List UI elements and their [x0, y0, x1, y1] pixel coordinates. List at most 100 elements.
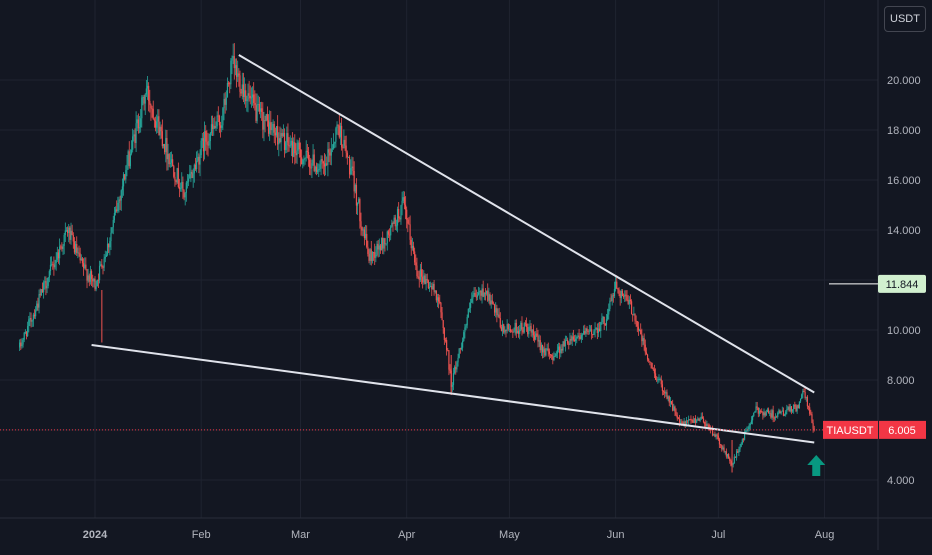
candle-body [620, 291, 622, 298]
candle-body [19, 342, 21, 348]
candle-body [804, 392, 806, 398]
candle-body [168, 154, 170, 165]
candle-body [621, 291, 624, 297]
candle-body [779, 410, 781, 414]
candle-body [351, 166, 353, 169]
x-tick-label: Jul [711, 529, 725, 541]
candle-body [813, 428, 815, 430]
candle-body [377, 243, 379, 250]
candle-body [272, 124, 274, 128]
candle-body [261, 108, 263, 112]
candle-body [580, 335, 582, 339]
candle-body [382, 237, 384, 249]
candle-body [64, 230, 66, 235]
candle-body [516, 330, 519, 334]
candle-body [761, 411, 763, 413]
candle-body [788, 407, 790, 412]
candle-body [28, 319, 30, 327]
y-tick-label: 10.000 [887, 325, 921, 337]
candle-body [551, 354, 553, 357]
marked-level-badge[interactable] [878, 274, 926, 293]
candle-body [636, 321, 638, 327]
candle-body [684, 421, 686, 426]
candle-body [690, 419, 692, 421]
candle-body [546, 348, 548, 351]
candle-body [650, 362, 652, 364]
trend-line-upper[interactable] [238, 54, 815, 394]
candle-body [20, 342, 22, 347]
candle-body [629, 299, 632, 302]
candle-body [297, 142, 299, 151]
candle-body [323, 163, 326, 167]
candle-body [184, 192, 186, 198]
candle-body [630, 301, 633, 315]
candle-body [374, 252, 376, 258]
candle-body [661, 384, 664, 391]
candle-body [537, 335, 539, 342]
up-arrow-icon [807, 455, 826, 476]
candle-body [39, 294, 41, 296]
candle-body [438, 297, 440, 302]
candle-body [789, 406, 791, 412]
candle-body [454, 366, 456, 374]
candle-body [492, 303, 495, 305]
trend-lines[interactable] [91, 54, 826, 476]
candle-body [809, 407, 811, 414]
candle-body [514, 322, 516, 331]
candle-body [783, 414, 786, 416]
candle-body [471, 298, 473, 303]
candle-body [446, 340, 448, 351]
candle-body [73, 241, 76, 253]
candle-body [767, 409, 770, 414]
candle-body [343, 139, 345, 149]
x-tick-label: 2024 [83, 529, 108, 541]
candle-body [730, 460, 732, 466]
candle-body [662, 390, 665, 392]
candle-body [215, 126, 217, 128]
candle-body [791, 409, 794, 412]
candle-body [302, 160, 304, 165]
candle-body [289, 145, 291, 147]
candle-body [557, 346, 560, 350]
candle-body [470, 302, 472, 308]
candle-body [452, 373, 455, 386]
candle-body [204, 131, 206, 152]
candle-body [773, 417, 775, 419]
candle-body [387, 231, 390, 235]
candle-body [232, 55, 234, 59]
candle-body [577, 335, 579, 337]
candle-body [448, 350, 450, 370]
candle-body [396, 209, 399, 226]
candle-body [321, 158, 323, 162]
candle-body [207, 144, 209, 146]
candle-body [423, 275, 425, 283]
candle-body [205, 131, 207, 142]
candle-body [811, 414, 813, 423]
candle-body [395, 225, 397, 227]
candle-body [769, 413, 771, 415]
candle-body [584, 331, 586, 334]
candle-body [243, 90, 246, 97]
candle-body [266, 114, 268, 121]
candle-body [563, 341, 565, 347]
candle-body [805, 396, 807, 398]
candle-body [221, 125, 223, 128]
trend-line-lower[interactable] [91, 344, 815, 444]
y-tick-label: 18.000 [887, 125, 921, 137]
candle-body [290, 140, 292, 146]
candle-body [78, 252, 80, 254]
candle-body [105, 254, 108, 257]
candle-body [681, 421, 683, 423]
candle-body [249, 95, 251, 99]
candle-body [547, 348, 549, 352]
candle-body [416, 265, 418, 277]
candle-body [489, 294, 491, 305]
candle-body [312, 154, 314, 164]
candle-body [658, 379, 660, 381]
currency-button[interactable]: USDT [884, 6, 926, 32]
candle-body [352, 166, 354, 171]
candle-body [589, 329, 592, 331]
candle-body [696, 420, 698, 423]
